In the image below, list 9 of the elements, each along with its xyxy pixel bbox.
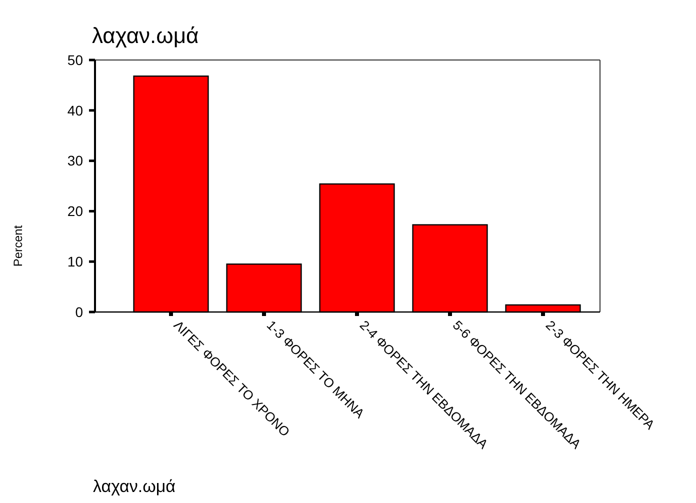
x-axis-title: λαχαν.ωμά bbox=[93, 477, 176, 496]
y-tick-label: 30 bbox=[67, 152, 84, 169]
y-tick-label: 50 bbox=[67, 52, 84, 68]
y-axis-title: Percent bbox=[11, 224, 25, 267]
y-tick-label: 10 bbox=[67, 254, 84, 270]
y-tick-label: 20 bbox=[67, 203, 84, 220]
y-tick-label: 40 bbox=[67, 102, 84, 118]
y-tick-label: 0 bbox=[75, 304, 84, 320]
chart-title: λαχαν.ωμά bbox=[92, 23, 200, 48]
